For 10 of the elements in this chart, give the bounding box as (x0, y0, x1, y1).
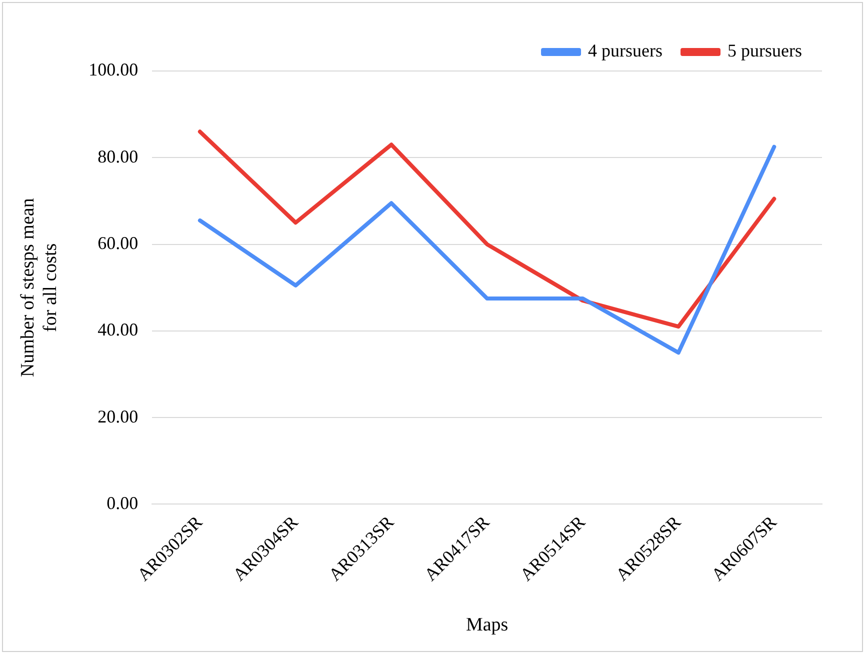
y-tick-label: 80.00 (98, 146, 138, 166)
legend-label: 5 pursuers (728, 40, 802, 61)
legend-label: 4 pursuers (588, 40, 663, 61)
y-tick-label: 100.00 (88, 60, 138, 80)
y-tick-label: 20.00 (98, 406, 138, 426)
y-tick-label: 60.00 (98, 233, 138, 254)
x-axis-title: Maps (466, 614, 508, 636)
y-tick-label: 40.00 (98, 320, 138, 340)
y-axis-title: Number of stesps mean for all costs (17, 198, 62, 378)
y-tick-label: 0.00 (106, 492, 138, 513)
